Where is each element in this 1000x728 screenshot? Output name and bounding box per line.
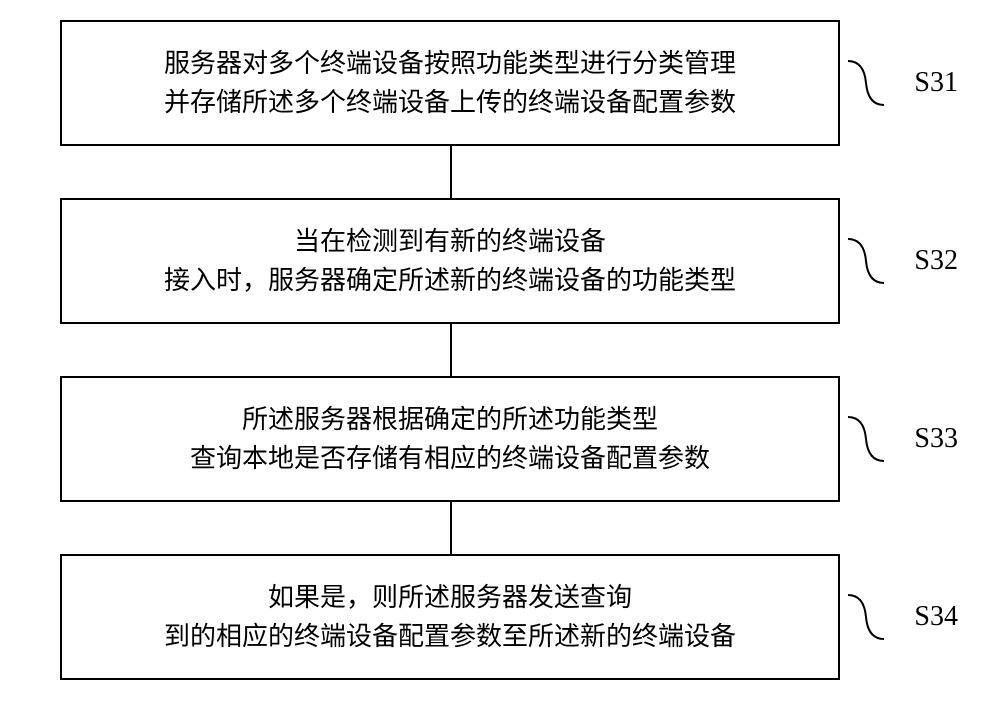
flow-connector: [450, 502, 452, 554]
flow-step-text-line1: 服务器对多个终端设备按照功能类型进行分类管理: [92, 44, 808, 83]
flow-step-2: 当在检测到有新的终端设备 接入时，服务器确定所述新的终端设备的功能类型 S32: [60, 198, 840, 324]
flow-step-text-line2: 到的相应的终端设备配置参数至所述新的终端设备: [92, 617, 808, 656]
curve-connector-icon: [846, 587, 886, 647]
flow-step-label: S31: [914, 62, 958, 104]
flow-step-label: S33: [914, 418, 958, 460]
flow-step-text-line1: 当在检测到有新的终端设备: [92, 222, 808, 261]
flow-step-text-line2: 查询本地是否存储有相应的终端设备配置参数: [92, 439, 808, 478]
flow-step-text-line2: 并存储所述多个终端设备上传的终端设备配置参数: [92, 83, 808, 122]
flow-step-text-line1: 如果是，则所述服务器发送查询: [92, 578, 808, 617]
flow-step-4: 如果是，则所述服务器发送查询 到的相应的终端设备配置参数至所述新的终端设备 S3…: [60, 554, 840, 680]
flowchart-container: 服务器对多个终端设备按照功能类型进行分类管理 并存储所述多个终端设备上传的终端设…: [60, 20, 880, 680]
curve-connector-icon: [846, 53, 886, 113]
flow-connector: [450, 324, 452, 376]
flow-connector: [450, 146, 452, 198]
curve-connector-icon: [846, 231, 886, 291]
flow-step-label: S32: [914, 240, 958, 282]
curve-connector-icon: [846, 409, 886, 469]
flow-step-text-line1: 所述服务器根据确定的所述功能类型: [92, 400, 808, 439]
flow-step-text-line2: 接入时，服务器确定所述新的终端设备的功能类型: [92, 261, 808, 300]
flow-step-3: 所述服务器根据确定的所述功能类型 查询本地是否存储有相应的终端设备配置参数 S3…: [60, 376, 840, 502]
flow-step-1: 服务器对多个终端设备按照功能类型进行分类管理 并存储所述多个终端设备上传的终端设…: [60, 20, 840, 146]
flow-step-label: S34: [914, 596, 958, 638]
